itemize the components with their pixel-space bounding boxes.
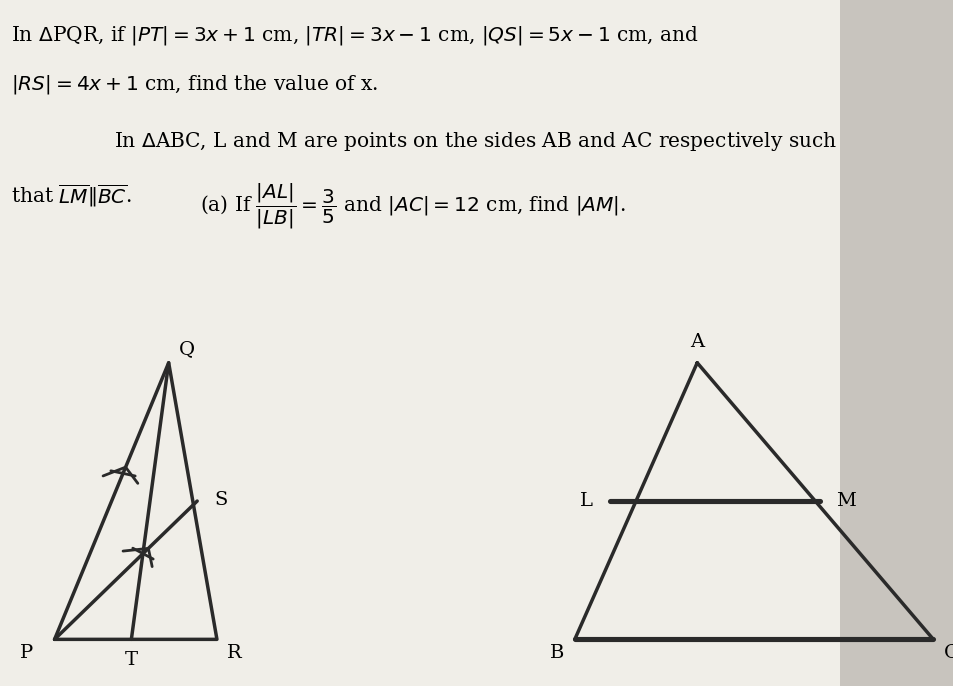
Text: P: P — [20, 644, 33, 662]
Text: S: S — [213, 490, 227, 508]
Text: (a) If $\dfrac{|AL|}{|LB|} = \dfrac{3}{5}$ and $|AC| = 12$ cm, find $|AM|$.: (a) If $\dfrac{|AL|}{|LB|} = \dfrac{3}{5… — [200, 182, 626, 231]
Text: R: R — [227, 644, 242, 662]
Text: B: B — [549, 644, 563, 662]
Text: A: A — [689, 333, 703, 351]
Text: Q: Q — [179, 340, 195, 358]
Text: T: T — [125, 652, 138, 670]
FancyBboxPatch shape — [0, 0, 839, 686]
Text: $|RS| = 4x + 1$ cm, find the value of x.: $|RS| = 4x + 1$ cm, find the value of x. — [11, 73, 378, 97]
Text: In $\Delta$ABC, L and M are points on the sides AB and AC respectively such: In $\Delta$ABC, L and M are points on th… — [114, 130, 837, 153]
Text: In $\Delta$PQR, if $|PT| = 3x + 1$ cm, $|TR| = 3x - 1$ cm, $|QS| = 5x - 1$ cm, a: In $\Delta$PQR, if $|PT| = 3x + 1$ cm, $… — [11, 24, 699, 47]
Text: that $\overline{LM} \| \overline{BC}$.: that $\overline{LM} \| \overline{BC}$. — [11, 182, 132, 209]
Text: C: C — [943, 644, 953, 662]
Text: L: L — [579, 492, 593, 510]
Text: M: M — [836, 492, 856, 510]
